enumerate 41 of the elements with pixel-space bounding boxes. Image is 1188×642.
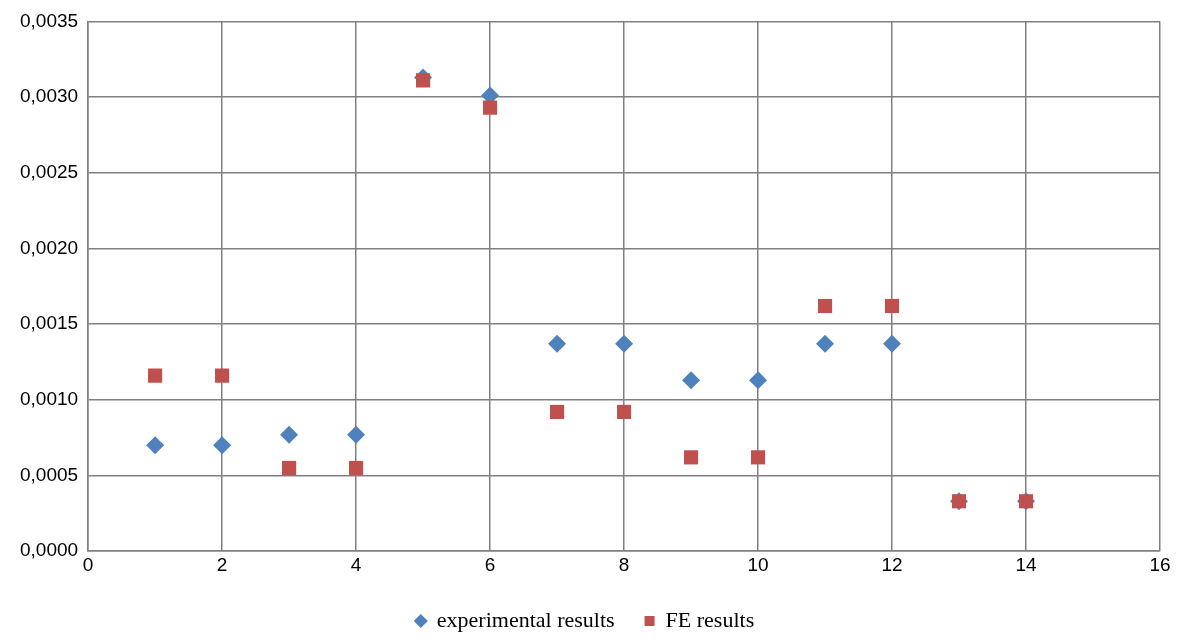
- point: [683, 450, 699, 465]
- point: [349, 460, 364, 476]
- point: [682, 371, 701, 390]
- point: [213, 436, 232, 455]
- point: [280, 425, 299, 444]
- point: [146, 436, 165, 455]
- point: [548, 334, 567, 353]
- y-tick-label: 0,0025: [19, 161, 79, 183]
- point: [416, 73, 431, 88]
- point: [884, 298, 900, 314]
- y-tick-label: 0,0010: [19, 388, 79, 410]
- y-tick-label: 0,0035: [19, 9, 79, 31]
- x-tick-label: 4: [350, 553, 362, 575]
- y-tick-label: 0,0015: [19, 312, 79, 334]
- x-tick-label: 14: [1015, 553, 1038, 575]
- y-tick-label: 0,0000: [19, 539, 79, 561]
- x-tick-label: 12: [881, 553, 903, 575]
- point: [483, 100, 498, 115]
- point: [816, 334, 835, 353]
- x-tick-label: 0: [82, 553, 94, 575]
- point: [615, 334, 634, 353]
- point: [817, 298, 833, 314]
- point: [549, 404, 565, 420]
- x-tick-label: 2: [216, 553, 228, 575]
- x-tick-label: 6: [484, 553, 496, 575]
- y-tick-label: 0,0020: [19, 236, 79, 258]
- legend-label: FE results: [665, 606, 755, 632]
- point: [749, 371, 768, 390]
- x-tick-label: 16: [1149, 553, 1171, 575]
- x-tick-label: 8: [618, 553, 630, 575]
- y-tick-label: 0,0030: [19, 85, 79, 107]
- legend-label: experimental results: [436, 606, 615, 632]
- x-tick-label: 10: [747, 553, 769, 575]
- y-tick-label: 0,0005: [19, 463, 79, 485]
- point: [616, 404, 632, 420]
- point: [883, 334, 902, 353]
- point: [148, 368, 163, 383]
- point: [347, 425, 366, 444]
- point: [282, 460, 297, 476]
- point: [215, 368, 230, 383]
- point: [750, 450, 766, 465]
